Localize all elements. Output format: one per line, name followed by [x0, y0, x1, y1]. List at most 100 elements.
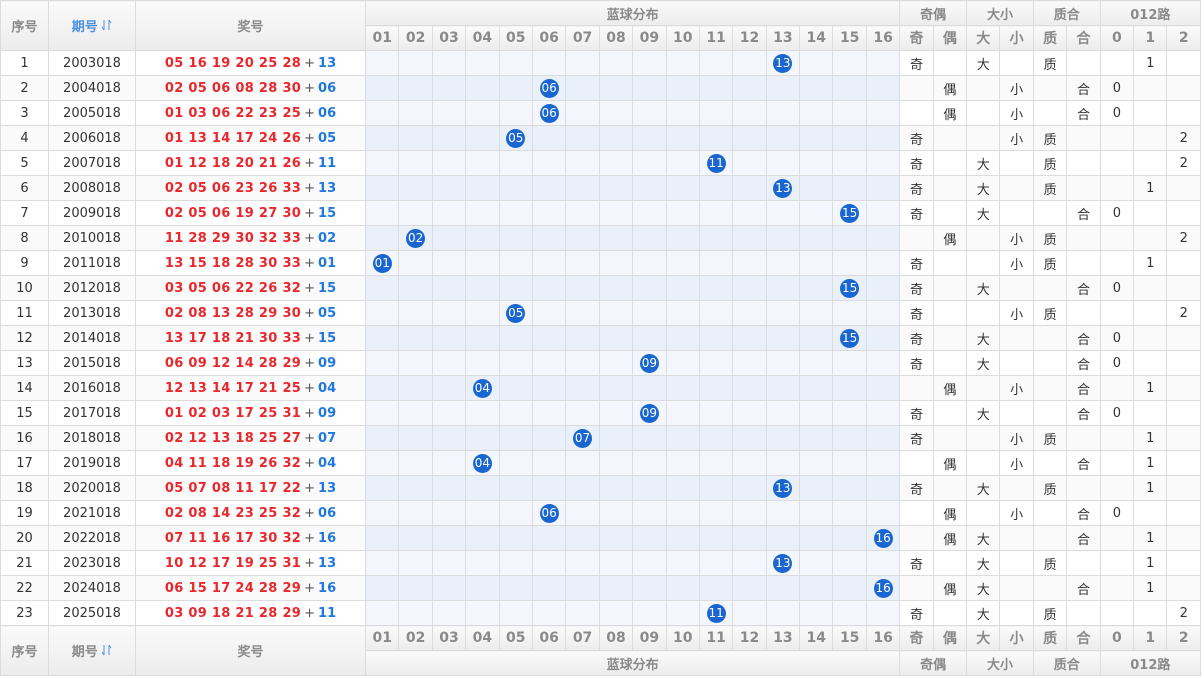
blue-cell	[832, 500, 867, 526]
period: 2016018	[48, 375, 136, 401]
blue-col-header: 03	[431, 625, 467, 651]
blue-cell	[698, 200, 734, 226]
blue-cell	[698, 550, 734, 576]
blue-cell	[531, 275, 567, 301]
flag-cell	[999, 350, 1034, 376]
flag: 大	[976, 182, 990, 198]
plus: +	[304, 330, 316, 346]
prize: 10 12 17 19 25 31 +13	[134, 550, 367, 576]
flag-cell	[999, 575, 1034, 601]
flag-cell	[1032, 500, 1068, 526]
blue-cell	[398, 350, 433, 376]
sort-icon[interactable]	[101, 19, 112, 31]
blue-cell	[498, 450, 533, 476]
flag: 质	[1043, 132, 1057, 148]
blue-ball: 15	[318, 330, 337, 346]
blue-cell	[732, 375, 767, 401]
blue-cell	[531, 350, 567, 376]
flag-cell: 小	[999, 425, 1034, 451]
blue-ball-marker: 13	[773, 478, 793, 498]
data-row: 11 2013018 02 08 13 28 29 30 +05 05 奇小质 2	[0, 300, 1201, 326]
flag-cell	[1099, 450, 1135, 476]
flag-cell: 0	[1099, 400, 1135, 426]
blue-cell	[398, 400, 433, 426]
blue-cell	[732, 200, 767, 226]
blue-ball: 11	[318, 155, 337, 171]
red-balls: 10 12 17 19 25 31	[164, 555, 302, 571]
period: 2020018	[48, 475, 136, 501]
red-balls: 12 13 14 17 21 25	[164, 380, 302, 396]
flag-cell	[999, 150, 1034, 176]
blue-cell	[832, 50, 867, 76]
blue-cell	[665, 425, 700, 451]
flag-cell	[932, 425, 968, 451]
flag: 1	[1146, 430, 1155, 446]
blue-cell	[698, 350, 734, 376]
blue-cell	[698, 125, 734, 151]
blue-col-header: 11	[698, 25, 734, 51]
flag-cell: 奇	[899, 50, 934, 76]
blue-cell	[665, 400, 700, 426]
blue-cell	[765, 350, 801, 376]
flag: 偶	[943, 107, 957, 123]
flag-cell	[999, 175, 1034, 201]
blue-cell	[865, 150, 901, 176]
blue-cell	[665, 50, 700, 76]
blue-ball: 16	[318, 530, 337, 546]
blue-cell	[765, 200, 801, 226]
blue-cell	[799, 475, 834, 501]
blue-cell	[765, 525, 801, 551]
red-balls: 01 12 18 20 21 26	[164, 155, 302, 171]
red-balls: 02 05 06 19 27 30	[164, 205, 302, 221]
flag: 奇	[909, 357, 923, 373]
blue-cell	[832, 600, 867, 626]
flag: 奇	[909, 557, 923, 573]
blue-cell	[698, 275, 734, 301]
blue-cell	[531, 600, 567, 626]
blue-cell	[632, 200, 667, 226]
flag-cell	[1133, 400, 1168, 426]
blue-cell: 13	[765, 550, 801, 576]
data-row: 19 2021018 02 08 14 23 25 32 +06 06 偶小合 0	[0, 500, 1201, 526]
flag-cell: 0	[1099, 500, 1135, 526]
flag-cell: 2	[1166, 150, 1201, 176]
blue-cell	[865, 500, 901, 526]
group-col-header: 合	[1066, 25, 1101, 51]
flag-cell	[899, 375, 934, 401]
flag-cell	[999, 525, 1034, 551]
blue-cell	[365, 450, 400, 476]
seq: 15	[0, 400, 49, 426]
flag: 合	[1076, 457, 1090, 473]
blue-cell	[531, 300, 567, 326]
flag: 奇	[909, 407, 923, 423]
blue-cell: 06	[531, 500, 567, 526]
flag: 小	[1010, 382, 1024, 398]
sort-icon[interactable]	[101, 644, 112, 656]
seq: 22	[0, 575, 49, 601]
seq: 20	[0, 525, 49, 551]
blue-cell: 04	[465, 450, 500, 476]
flag: 大	[976, 157, 990, 173]
flag-cell: 合	[1066, 500, 1101, 526]
blue-cell	[598, 500, 634, 526]
blue-cell	[431, 250, 467, 276]
flag: 小	[1010, 507, 1024, 523]
blue-cell	[465, 525, 500, 551]
flag-cell	[1166, 250, 1201, 276]
seq: 2	[0, 75, 49, 101]
blue-cell	[398, 600, 433, 626]
blue-cell	[431, 375, 467, 401]
blue-cell	[365, 225, 400, 251]
period: 2024018	[48, 575, 136, 601]
data-row: 1 2003018 05 16 19 20 25 28 +13 13 奇大质 1	[0, 50, 1201, 76]
blue-cell	[365, 475, 400, 501]
flag: 大	[976, 207, 990, 223]
flag-cell: 1	[1133, 475, 1168, 501]
blue-cell	[598, 400, 634, 426]
blue-cell: 15	[832, 325, 867, 351]
blue-cell	[598, 350, 634, 376]
flag-cell: 1	[1133, 50, 1168, 76]
flag: 质	[1043, 557, 1057, 573]
blue-cell	[465, 250, 500, 276]
blue-col-header: 05	[498, 625, 533, 651]
